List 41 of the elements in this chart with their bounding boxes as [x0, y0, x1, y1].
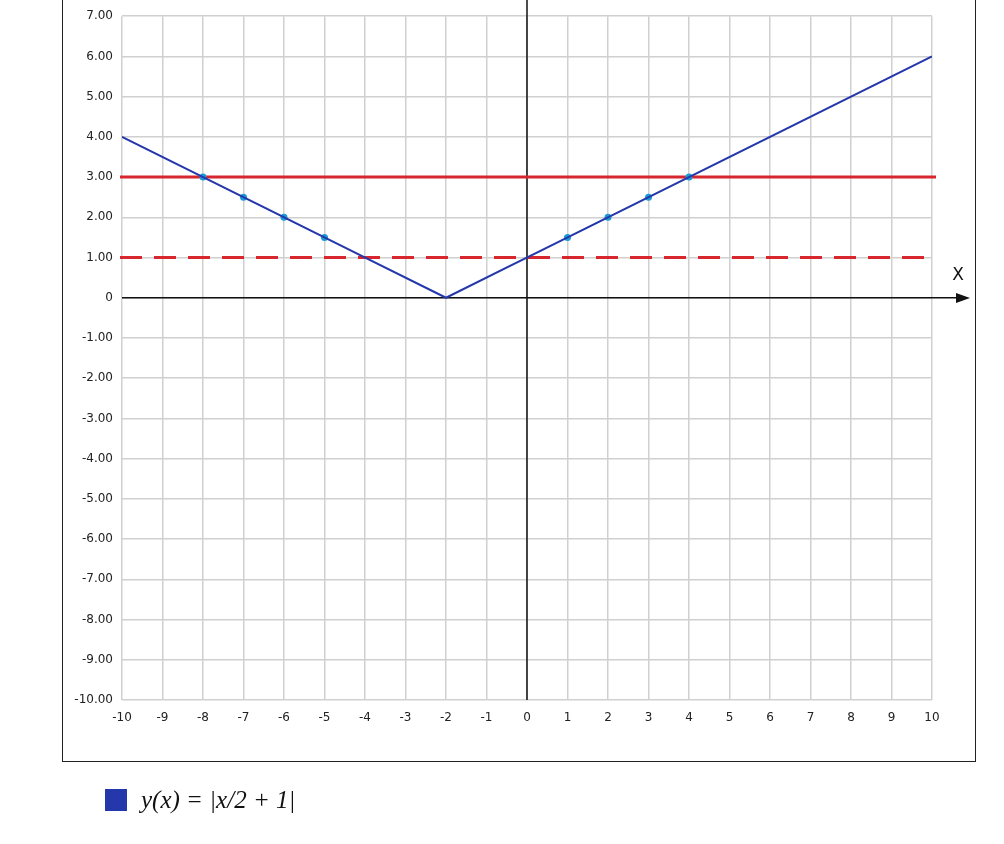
x-tick-label: 0: [523, 710, 531, 725]
y-tick-label: 2.00: [86, 209, 113, 224]
y-tick-label: 6.00: [86, 48, 113, 63]
y-tick-label: -3.00: [81, 410, 113, 425]
x-tick-label: 6: [766, 710, 774, 725]
x-tick-label: -5: [318, 710, 331, 725]
y-tick-label: -4.00: [81, 450, 113, 465]
x-tick-label: -8: [197, 710, 209, 725]
x-tick-label: -10: [112, 710, 132, 725]
x-tick-label: 4: [685, 710, 693, 725]
legend-label: y(x) = |x/2 + 1|: [141, 786, 296, 814]
y-tick-label: -8.00: [81, 611, 113, 626]
y-tick-label: -5.00: [81, 491, 113, 506]
y-tick-label: 7.00: [86, 8, 113, 23]
x-tick-label: -6: [278, 710, 290, 725]
x-tick-label: 9: [887, 710, 896, 725]
x-tick-label: 5: [725, 710, 734, 725]
x-tick-label: 2: [604, 710, 612, 725]
y-tick-label: -10.00: [74, 692, 113, 707]
x-tick-label: -9: [156, 710, 169, 725]
x-tick-label: 10: [924, 710, 940, 725]
y-tick-label: -1.00: [81, 330, 113, 345]
x-tick-label: 8: [847, 710, 855, 725]
y-tick-label: -6.00: [81, 531, 113, 546]
x-axis-title: X: [952, 264, 965, 285]
y-tick-label: -7.00: [81, 571, 113, 586]
y-tick-label: 1.00: [86, 249, 113, 264]
y-tick-label: 4.00: [86, 129, 113, 143]
y-tick-label: -2.00: [81, 370, 113, 385]
y-tick-label: 0: [105, 289, 113, 304]
x-tick-label: -1: [480, 710, 493, 725]
y-tick-label: 3.00: [86, 169, 113, 184]
y-tick-label: -9.00: [81, 651, 113, 666]
x-tick-label: 1: [563, 710, 572, 725]
x-tick-label: 7: [806, 710, 815, 725]
x-tick-label: 3: [644, 710, 653, 725]
y-tick-label: 5.00: [86, 88, 113, 103]
x-tick-label: -7: [237, 710, 250, 725]
x-tick-label: -2: [440, 710, 452, 725]
x-tick-label: -4: [359, 710, 371, 725]
x-tick-label: -3: [399, 710, 412, 725]
